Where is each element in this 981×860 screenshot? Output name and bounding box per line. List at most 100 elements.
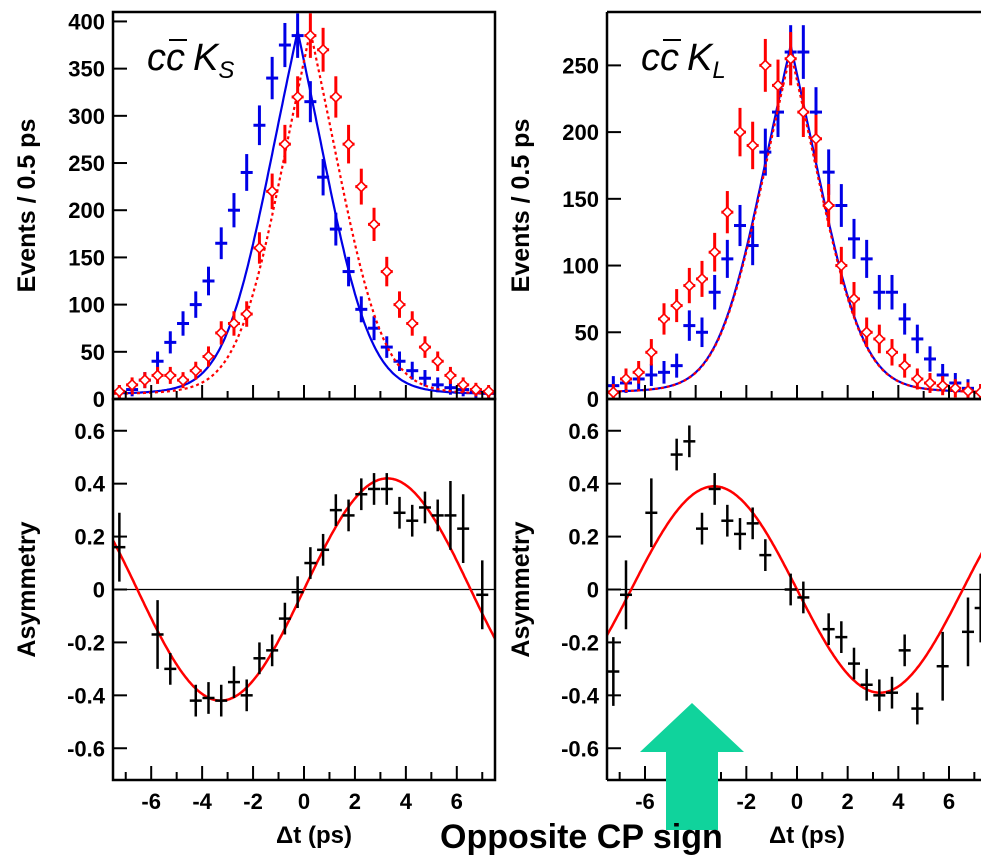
data-point-red	[746, 121, 759, 170]
x-tick-label: 6	[943, 789, 955, 814]
x-tick-label: -6	[635, 789, 655, 814]
data-point	[431, 499, 444, 532]
data-point-blue	[734, 204, 746, 247]
data-point-red	[961, 382, 975, 399]
marker-diamond	[240, 307, 253, 321]
data-point-red	[809, 114, 823, 163]
data-point-blue	[227, 193, 240, 228]
marker-diamond	[797, 105, 810, 119]
data-point-red	[189, 361, 202, 380]
data-point-blue	[278, 22, 291, 68]
data-point-red	[266, 173, 279, 210]
marker-diamond	[406, 317, 419, 330]
data-point-blue	[759, 128, 772, 176]
data-point-red	[797, 87, 810, 137]
y-tick-label: -0.4	[561, 683, 600, 708]
marker-diamond	[457, 378, 470, 391]
x-tick-label: -6	[141, 789, 161, 814]
data-point-blue	[240, 154, 253, 191]
data-point	[368, 473, 381, 505]
data-point-blue	[304, 81, 317, 123]
data-point-red	[657, 303, 671, 335]
data-point	[393, 496, 406, 529]
fit-curve	[113, 477, 495, 702]
marker-diamond	[733, 125, 747, 139]
label-sub: S	[218, 57, 234, 84]
marker-diamond	[113, 385, 126, 398]
marker-diamond	[695, 272, 709, 286]
data-point-blue	[329, 212, 342, 246]
marker-diamond	[316, 43, 330, 56]
marker-diamond	[266, 185, 279, 198]
data-point	[406, 504, 419, 537]
marker-diamond	[125, 378, 139, 391]
data-point	[734, 518, 746, 550]
data-point-blue	[189, 291, 202, 318]
data-point-red	[457, 377, 470, 393]
data-point	[645, 478, 658, 548]
data-point-red	[240, 301, 253, 327]
data-point-red	[367, 207, 381, 241]
plot-area	[113, 13, 495, 399]
y-tick-label: 0.4	[568, 472, 599, 497]
data-point	[797, 581, 810, 614]
data-point	[266, 634, 279, 667]
y-tick-label: 0.4	[74, 472, 105, 497]
marker-diamond	[923, 376, 937, 390]
data-point	[476, 560, 489, 630]
data-point	[620, 560, 632, 630]
data-point	[784, 573, 797, 606]
data-point	[759, 539, 772, 571]
data-point-red	[885, 339, 899, 366]
data-point-red	[873, 324, 886, 354]
data-point	[898, 634, 911, 667]
marker-diamond	[304, 29, 317, 42]
data-point-red	[304, 13, 317, 58]
data-point-blue	[215, 227, 228, 260]
x-tick-label: 0	[791, 789, 803, 814]
data-point-blue	[911, 324, 924, 354]
data-point	[696, 512, 708, 545]
x-tick-label: -2	[737, 789, 757, 814]
y-axis-label: Events / 0.5 ps	[13, 119, 41, 293]
y-tick-label: 350	[68, 57, 105, 82]
marker-diamond	[444, 369, 457, 382]
data-point-blue	[898, 303, 911, 335]
marker-diamond	[469, 383, 483, 396]
data-point	[240, 679, 253, 712]
data-point-red	[784, 32, 797, 86]
marker-diamond	[809, 132, 823, 145]
data-point	[886, 676, 898, 709]
data-point-red	[695, 260, 709, 297]
plot-area	[113, 473, 495, 717]
data-point-red	[329, 76, 342, 118]
x-axis-label: Δt (ps)	[276, 822, 352, 849]
data-point	[304, 547, 317, 579]
y-tick-label: 0.2	[568, 525, 599, 550]
fit-curve-red	[607, 51, 981, 393]
data-point	[936, 631, 949, 701]
data-point-blue	[342, 256, 355, 287]
marker-diamond	[683, 279, 696, 292]
marker-diamond	[227, 317, 241, 330]
data-point-red	[645, 339, 658, 366]
data-point	[342, 499, 355, 532]
bottom-caption: Opposite CP sign	[440, 818, 723, 856]
data-point-red	[482, 385, 495, 398]
fit-curve	[607, 485, 981, 694]
data-point-red	[733, 107, 747, 157]
data-point	[721, 504, 734, 537]
label-K: K	[687, 37, 714, 79]
marker-diamond	[632, 366, 645, 379]
data-point-red	[138, 372, 151, 389]
data-point	[746, 507, 759, 540]
data-point-red	[683, 267, 696, 304]
marker-diamond	[164, 369, 177, 382]
data-point-red	[759, 38, 772, 92]
data-point-red	[923, 373, 937, 393]
data-point-red	[215, 321, 228, 345]
x-tick-label: -2	[243, 789, 263, 814]
data-point-blue	[721, 239, 734, 278]
marker-diamond	[329, 90, 342, 104]
data-point	[848, 647, 860, 680]
